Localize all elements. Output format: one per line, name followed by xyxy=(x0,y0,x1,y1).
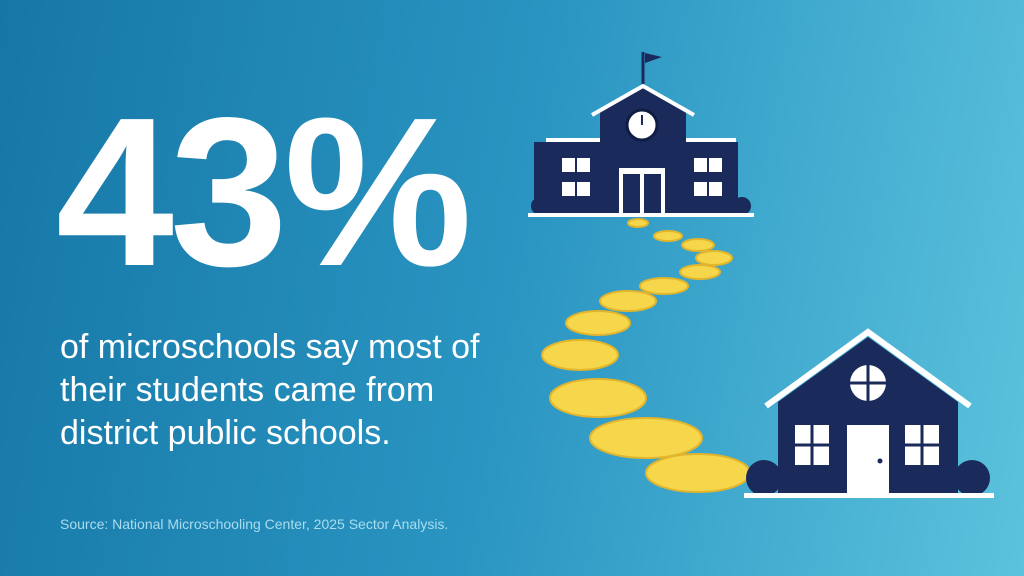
headline-stat: 43% xyxy=(56,73,472,310)
school xyxy=(528,52,754,217)
house xyxy=(744,328,994,498)
headline-text: of microschools say most of their studen… xyxy=(60,328,480,452)
stepping-stones xyxy=(541,218,751,493)
source: Source: National Microschooling Center, … xyxy=(60,516,449,532)
